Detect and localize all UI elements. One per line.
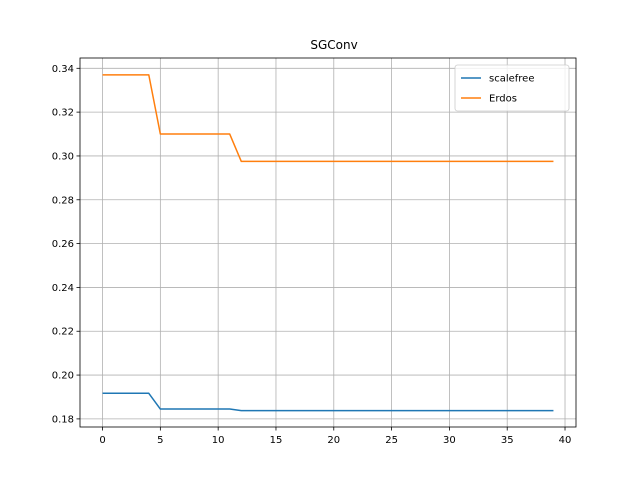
y-tick-label: 0.30 [52, 151, 74, 162]
y-tick-label: 0.34 [52, 64, 74, 75]
x-axis: 0 5 10 15 20 25 30 35 40 [99, 427, 571, 446]
x-tick-label: 35 [501, 435, 514, 446]
x-tick-label: 15 [270, 435, 283, 446]
chart-title: SGConv [310, 38, 357, 52]
y-tick-label: 0.22 [52, 327, 74, 338]
axes-frame [79, 57, 577, 428]
legend: scalefree Erdos [454, 64, 570, 112]
series-line-scalefree [102, 392, 554, 412]
y-tick-label: 0.32 [52, 108, 74, 119]
series-lines [102, 74, 554, 412]
legend-label: Erdos [489, 94, 517, 105]
x-tick-label: 30 [443, 435, 456, 446]
y-axis: 0.18 0.20 0.22 0.24 0.26 0.28 0.30 0.32 0.34 [52, 64, 80, 425]
y-tick-label: 0.26 [52, 239, 74, 250]
y-tick-label: 0.28 [52, 195, 74, 206]
x-tick-label: 5 [157, 435, 163, 446]
grid [80, 58, 576, 427]
x-tick-label: 40 [559, 435, 572, 446]
x-tick-label: 0 [99, 435, 105, 446]
y-tick-label: 0.18 [52, 414, 74, 425]
x-tick-label: 10 [212, 435, 225, 446]
x-tick-label: 20 [327, 435, 340, 446]
legend-label: scalefree [489, 74, 534, 85]
series-line-erdos [102, 74, 554, 163]
y-tick-label: 0.24 [52, 283, 74, 294]
legend-box [454, 64, 570, 112]
x-tick-label: 25 [385, 435, 398, 446]
y-tick-label: 0.20 [52, 371, 74, 382]
